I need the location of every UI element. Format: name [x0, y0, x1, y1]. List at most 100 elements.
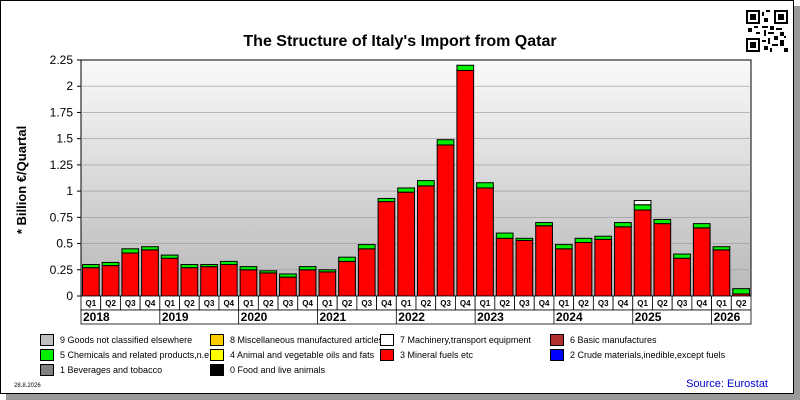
legend-label: 4 Animal and vegetable oils and fats	[230, 350, 375, 360]
x-tick-label: Q3	[677, 299, 688, 308]
y-tick-label: 1.75	[50, 105, 74, 119]
legend-swatch	[550, 334, 564, 346]
x-tick-label: Q1	[322, 299, 333, 308]
legend-swatch	[40, 349, 54, 361]
x-tick-label: Q4	[460, 299, 471, 308]
x-tick-label: Q1	[86, 299, 97, 308]
bar-segment	[121, 252, 140, 297]
legend-swatch	[210, 334, 224, 346]
x-tick-label: Q2	[421, 299, 432, 308]
bar-segment	[121, 248, 140, 254]
bar-segment	[614, 222, 632, 228]
bar-segment	[732, 288, 751, 295]
legend-item: 3 Mineral fuels etc	[380, 349, 473, 361]
x-tick-label: Q4	[618, 299, 629, 308]
legend-label: 1 Beverages and tobacco	[60, 365, 163, 375]
chart-title: The Structure of Italy's Import from Qat…	[243, 33, 556, 50]
qr-code-icon	[746, 10, 788, 52]
bar-segment	[653, 218, 672, 225]
x-tick-label: Q1	[637, 299, 648, 308]
legend-swatch	[210, 349, 224, 361]
x-tick-label: Q4	[381, 299, 392, 308]
year-label: 2024	[556, 310, 583, 324]
bar-segment	[436, 139, 455, 146]
bar-segment	[397, 187, 416, 193]
legend-item: 2 Crude materials,inedible,except fuels	[550, 349, 725, 361]
y-tick-label: 1.25	[50, 158, 74, 172]
bar-segment	[535, 222, 553, 227]
bar-segment	[200, 264, 218, 268]
bar-segment	[279, 276, 297, 297]
bar-segment	[298, 269, 317, 297]
x-tick-label: Q2	[499, 299, 510, 308]
x-tick-label: Q1	[243, 299, 254, 308]
bar-segment	[417, 180, 435, 187]
legend-item: 1 Beverages and tobacco	[40, 364, 162, 376]
bar-segment	[357, 244, 376, 250]
legend-swatch	[380, 349, 394, 361]
x-tick-label: Q3	[283, 299, 294, 308]
x-tick-label: Q1	[164, 299, 175, 308]
bar-segment	[219, 260, 238, 266]
bar-segment	[554, 244, 573, 250]
bar-segment	[357, 248, 376, 297]
y-tick-label: 0.75	[50, 210, 74, 224]
x-tick-label: Q2	[657, 299, 668, 308]
source-label: Source: Eurostat	[686, 378, 768, 390]
legend-swatch	[210, 364, 224, 376]
bar-segment	[673, 257, 691, 297]
bar-segment	[712, 246, 731, 251]
bar-segment	[692, 227, 711, 297]
x-tick-label: Q3	[519, 299, 530, 308]
bar-segment	[82, 264, 100, 269]
x-tick-label: Q2	[578, 299, 589, 308]
bar-segment	[515, 237, 534, 241]
bar-segment	[239, 269, 258, 297]
bar-segment	[298, 266, 317, 271]
legend-item: 6 Basic manufactures	[550, 334, 657, 346]
bar-segment	[219, 264, 238, 297]
x-tick-label: Q2	[184, 299, 195, 308]
bar-segment	[614, 226, 632, 297]
bar-segment	[633, 204, 652, 211]
legend-swatch	[550, 349, 564, 361]
year-label: 2018	[83, 310, 110, 324]
bar-segment	[712, 249, 731, 297]
x-tick-label: Q4	[696, 299, 707, 308]
bar-segment	[239, 266, 258, 271]
bar-segment	[436, 144, 455, 297]
bar-segment	[338, 260, 356, 297]
bar-segment	[377, 197, 396, 203]
legend-label: 9 Goods not classified elsewhere	[60, 335, 193, 345]
x-tick-label: Q2	[105, 299, 116, 308]
legend-swatch	[40, 364, 54, 376]
x-tick-label: Q4	[302, 299, 313, 308]
bar-segment	[141, 246, 159, 251]
bar-segment	[456, 69, 475, 297]
bar-segment	[397, 191, 416, 297]
x-tick-label: Q4	[223, 299, 234, 308]
x-tick-label: Q2	[263, 299, 274, 308]
y-tick-label: 2.25	[50, 53, 74, 67]
legend-label: 5 Chemicals and related products,n.e.s.	[60, 350, 219, 360]
date-stamp: 28.8.2026	[14, 383, 41, 389]
legend-label: 3 Mineral fuels etc	[400, 350, 474, 360]
bar-segment	[554, 248, 573, 297]
bar-segment	[456, 64, 475, 71]
x-tick-label: Q4	[539, 299, 550, 308]
y-tick-label: 0	[66, 289, 73, 303]
x-tick-label: Q2	[342, 299, 353, 308]
x-tick-label: Q2	[736, 299, 747, 308]
bar-segment	[594, 235, 613, 240]
x-tick-label: Q3	[361, 299, 372, 308]
y-tick-label: 1.5	[56, 132, 73, 146]
bar-segment	[338, 256, 356, 262]
bar-segment	[673, 253, 691, 259]
legend-item: 0 Food and live animals	[210, 364, 325, 376]
x-tick-label: Q3	[440, 299, 451, 308]
x-tick-label: Q3	[204, 299, 215, 308]
bar-segment	[633, 200, 652, 206]
y-axis-label: * Billion €/Quartal	[14, 126, 29, 234]
bar-segment	[594, 238, 613, 297]
